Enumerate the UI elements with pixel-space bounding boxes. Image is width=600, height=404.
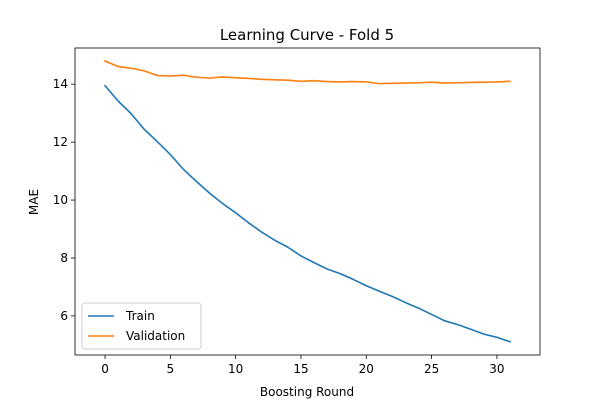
legend-box	[81, 302, 202, 350]
x-tick-label: 10	[228, 362, 243, 376]
x-axis: 0 5 10 15 20 25 30	[101, 355, 505, 376]
x-tick-label: 20	[359, 362, 374, 376]
x-tick-label: 0	[101, 362, 109, 376]
x-tick-label: 25	[424, 362, 439, 376]
series-line-validation	[103, 59, 511, 85]
y-tick-label: 14	[53, 77, 68, 91]
y-tick-label: 10	[53, 193, 68, 207]
x-tick-label: 15	[293, 362, 308, 376]
series-line-train	[103, 84, 511, 343]
y-axis-label: MAE	[27, 189, 41, 215]
plot-area	[74, 47, 541, 356]
legend: Train Validation	[81, 302, 202, 350]
chart-title: Learning Curve - Fold 5	[220, 26, 394, 44]
y-tick-label: 8	[60, 251, 68, 265]
series-lines	[103, 59, 511, 343]
x-tick-label: 5	[167, 362, 175, 376]
x-tick-label: 30	[489, 362, 504, 376]
y-tick-label: 6	[60, 309, 68, 323]
legend-label-train: Train	[125, 309, 155, 323]
y-axis: 6 8 10 12 14	[53, 77, 75, 323]
y-tick-label: 12	[53, 135, 68, 149]
x-axis-label: Boosting Round	[260, 385, 354, 399]
legend-label-validation: Validation	[126, 329, 185, 343]
